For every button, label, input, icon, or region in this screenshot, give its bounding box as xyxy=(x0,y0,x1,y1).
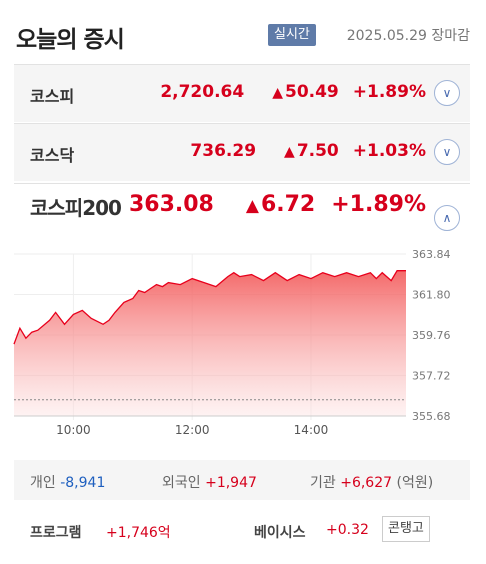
x-tick-label: 10:00 xyxy=(56,423,91,437)
index-value: 2,720.64 xyxy=(160,82,245,102)
investor-label: 외국인 xyxy=(162,475,201,491)
index-change: ▲6.72 xyxy=(230,192,315,217)
program-basis-row: 프로그램 +1,746억 베이시스 +0.32 콘탱고 xyxy=(14,514,470,546)
market-date-status: 2025.05.29 장마감 xyxy=(347,25,470,45)
chart-area xyxy=(14,270,406,416)
index-value: 363.08 xyxy=(128,192,214,217)
x-tick-label: 14:00 xyxy=(294,423,329,437)
chart-line xyxy=(13,270,406,345)
chevron-down-icon: ∨ xyxy=(442,145,452,159)
investor-institution: 기관 +6,627 (억원) xyxy=(310,472,433,492)
up-triangle-icon: ▲ xyxy=(245,196,259,216)
investor-individual: 개인 -8,941 xyxy=(30,472,105,492)
investor-label: 개인 xyxy=(30,475,56,491)
index-name: 코스피200 xyxy=(30,196,122,220)
program-value: +1,746억 xyxy=(106,525,171,541)
x-tick-label: 12:00 xyxy=(175,423,210,437)
expand-button[interactable]: ∨ xyxy=(434,80,460,106)
intraday-chart[interactable]: 363.84 361.80 359.76 357.72 355.68 10:00 12:00… xyxy=(0,240,486,440)
index-row-kospi[interactable]: 코스피 2,720.64 ▲ 50.49 +1.89% ∨ xyxy=(14,64,470,122)
basis-label: 베이시스 xyxy=(254,525,306,541)
up-triangle-icon: ▲ xyxy=(272,85,283,101)
index-values: 2,720.64 ▲ 50.49 +1.89% xyxy=(146,82,426,102)
up-triangle-icon: ▲ xyxy=(284,144,295,160)
chevron-up-icon: ∧ xyxy=(442,211,452,225)
index-change: ▲ 50.49 xyxy=(258,82,339,102)
investor-trading-summary: 개인 -8,941 외국인 +1,947 기관 +6,627 (억원) xyxy=(14,460,470,500)
program-label: 프로그램 xyxy=(30,525,82,541)
market-header: 오늘의 증시 실시간 2025.05.29 장마감 xyxy=(14,18,470,54)
index-change-value: 50.49 xyxy=(284,82,339,102)
index-values: 736.29 ▲ 7.50 +1.03% xyxy=(176,141,426,161)
index-name: 코스피 xyxy=(30,87,75,106)
index-change-pct: +1.89% xyxy=(352,82,426,102)
investor-value: +6,627 xyxy=(340,475,393,491)
index-change-value: 7.50 xyxy=(296,141,339,161)
index-values: 363.08 ▲6.72 +1.89% xyxy=(113,192,426,217)
page-title: 오늘의 증시 xyxy=(16,27,125,53)
investor-unit: (억원) xyxy=(396,475,434,491)
y-tick-label: 363.84 xyxy=(412,248,451,261)
contango-badge: 콘탱고 xyxy=(382,516,430,542)
index-change-value: 6.72 xyxy=(260,192,316,217)
basis-value: +0.32 xyxy=(326,522,369,538)
index-change: ▲ 7.50 xyxy=(270,141,339,161)
chevron-down-icon: ∨ xyxy=(442,86,452,100)
index-value: 736.29 xyxy=(190,141,257,161)
realtime-badge[interactable]: 실시간 xyxy=(268,24,316,46)
index-name: 코스닥 xyxy=(30,146,75,165)
investor-foreign: 외국인 +1,947 xyxy=(162,472,257,492)
collapse-button[interactable]: ∧ xyxy=(434,205,460,231)
y-tick-label: 361.80 xyxy=(412,289,451,302)
expand-button[interactable]: ∨ xyxy=(434,139,460,165)
investor-value: +1,947 xyxy=(205,475,257,491)
index-change-pct: +1.89% xyxy=(331,192,426,217)
y-tick-label: 355.68 xyxy=(412,410,451,423)
index-change-pct: +1.03% xyxy=(352,141,426,161)
market-date: 2025.05.29 xyxy=(346,28,427,44)
index-row-kosdaq[interactable]: 코스닥 736.29 ▲ 7.50 +1.03% ∨ xyxy=(14,123,470,181)
investor-label: 기관 xyxy=(310,475,336,491)
y-tick-label: 359.76 xyxy=(412,329,451,342)
y-tick-label: 357.72 xyxy=(412,370,451,383)
market-status: 장마감 xyxy=(431,28,470,44)
index-row-kospi200[interactable]: 코스피200 363.08 ▲6.72 +1.89% ∧ xyxy=(14,183,470,231)
investor-value: -8,941 xyxy=(60,475,106,491)
